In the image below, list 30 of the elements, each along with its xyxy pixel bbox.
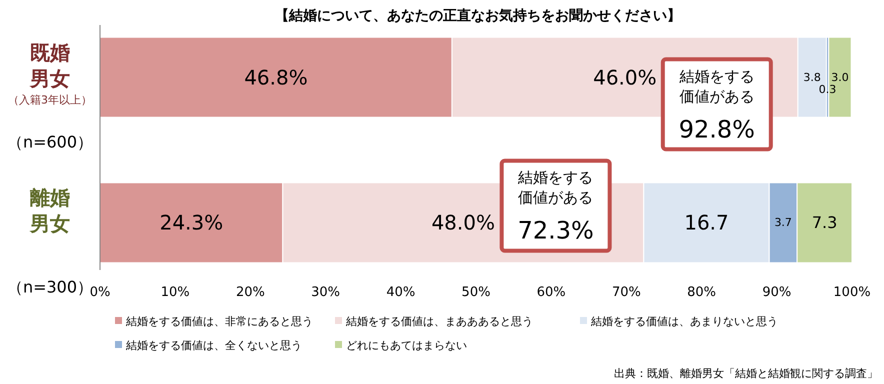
legend-label: 結婚をする価値は、あまりないと思う [590,315,778,328]
annotation: 結婚をする価値がある92.8% [678,67,755,144]
x-tick-label: 60% [536,285,566,300]
data-label: 3.7 [774,216,792,230]
x-tick-label: 90% [762,285,792,300]
x-tick-label: 70% [612,285,641,300]
data-label: 7.3 [812,213,838,232]
legend-label: 結婚をする価値は、全くないと思う [125,339,302,352]
x-tick-label: 30% [311,285,340,300]
data-label: 24.3% [160,210,224,235]
category-label: 既婚男女（入籍3年以上）（n=600） [6,40,94,152]
data-label: 48.0% [431,210,495,235]
data-label: 0.3 [818,82,836,96]
x-tick-label: 20% [236,285,265,300]
x-tick-label: 100% [833,285,871,300]
data-label: 3.8 [803,70,821,84]
legend-label: 結婚をする価値は、非常にあると思う [125,315,313,328]
annotation: 結婚をする価値がある72.3% [517,168,594,245]
legend-label: 結婚をする価値は、まあああると思う [345,315,533,328]
x-tick-label: 80% [687,285,716,300]
x-tick-label: 10% [160,285,190,300]
data-label: 16.7 [684,210,729,235]
data-label: 3.0 [831,70,849,84]
x-tick-label: 40% [386,285,416,300]
data-label: 46.8% [244,65,308,90]
legend-label: どれにもあてはまらない [346,339,467,352]
x-tick-label: 50% [462,285,490,300]
chart-title: 【結婚について、あなたの正直なお気持ちをお聞かせください】 [275,8,681,24]
source-note: 出典：既婚、離婚男女「結婚と結婚観に関する調査」 [614,367,878,380]
data-label: 46.0% [593,65,657,90]
